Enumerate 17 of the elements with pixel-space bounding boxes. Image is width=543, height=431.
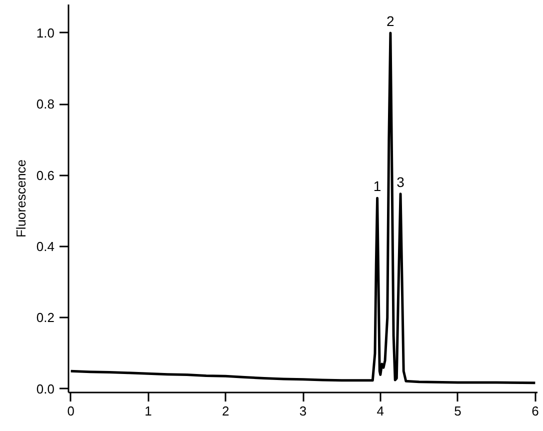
y-tick-label: 0.8 [36,96,55,112]
x-tick-label: 1 [144,404,152,418]
annotation: 3 [396,174,405,190]
y-tick-label: 0.6 [36,168,55,183]
y-tick-label: 0.4 [36,239,55,254]
x-tick-label: 5 [454,404,462,418]
annotation: 2 [386,12,395,29]
y-tick-label: 0.2 [36,310,55,326]
y-tick-label: 0.0 [36,381,55,396]
x-tick-label: 3 [299,404,307,418]
y-tick-label: 1.0 [36,25,55,40]
x-tick-label: 4 [376,404,384,418]
x-tick-label: 6 [532,404,539,418]
x-tick-label: 0 [67,404,74,418]
x-tick-label: 2 [222,404,230,418]
annotation: 1 [373,178,382,194]
y-axis-title: Fluorescence [13,159,28,238]
